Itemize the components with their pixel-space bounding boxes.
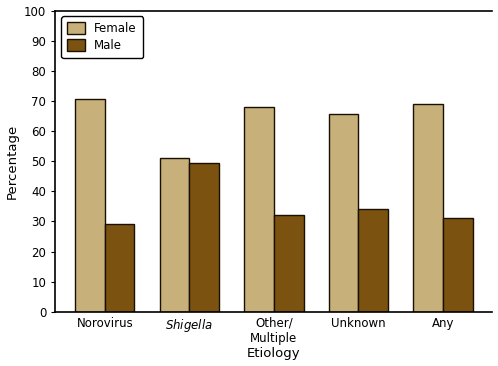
Bar [413,104,443,312]
Bar [274,216,303,312]
Bar [75,100,105,312]
Bar [443,219,473,312]
Bar [105,224,134,312]
Legend: Female, Male: Female, Male [61,16,143,58]
Bar [245,107,274,312]
Y-axis label: Percentage: Percentage [5,124,18,199]
X-axis label: Etiology: Etiology [247,347,301,361]
Bar [160,158,189,312]
Bar [329,115,359,312]
Bar [359,209,388,312]
Bar [189,163,219,312]
